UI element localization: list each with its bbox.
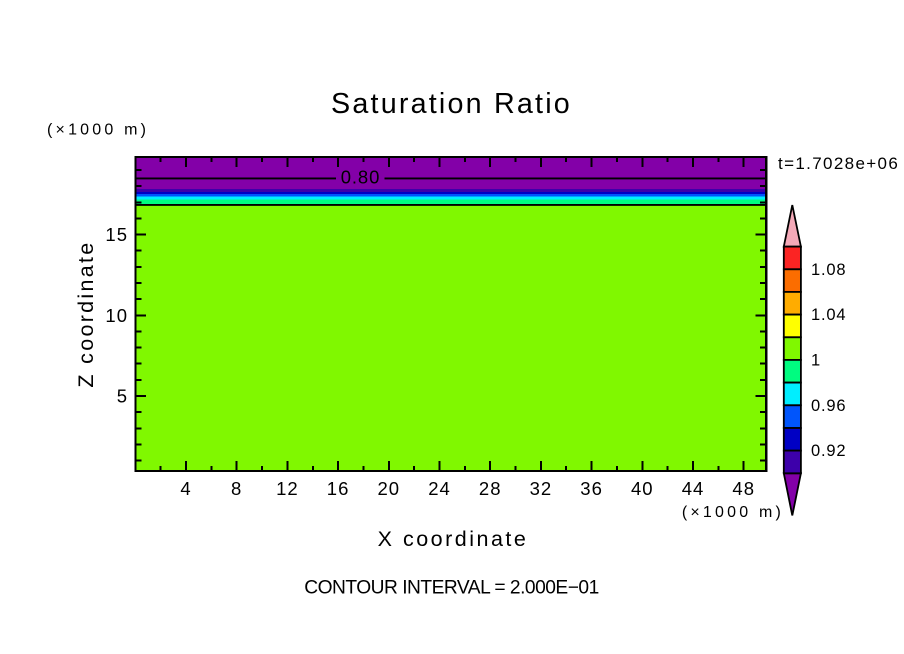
svg-text:15: 15	[105, 224, 128, 245]
svg-text:8: 8	[231, 478, 242, 499]
svg-text:44: 44	[682, 478, 705, 499]
svg-text:0.92: 0.92	[811, 442, 846, 460]
svg-text:X coordinate: X coordinate	[378, 527, 529, 551]
svg-text:1.04: 1.04	[811, 306, 846, 324]
svg-text:Z coordinate: Z coordinate	[74, 240, 98, 387]
svg-text:5: 5	[117, 386, 128, 407]
svg-text:4: 4	[180, 478, 191, 499]
svg-text:40: 40	[631, 478, 654, 499]
svg-text:32: 32	[530, 478, 553, 499]
svg-text:0.96: 0.96	[811, 397, 846, 415]
svg-text:16: 16	[327, 478, 350, 499]
svg-text:48: 48	[732, 478, 755, 499]
svg-text:1: 1	[811, 352, 821, 370]
svg-text:Saturation Ratio: Saturation Ratio	[331, 88, 572, 120]
svg-text:(×1000 m): (×1000 m)	[47, 121, 149, 138]
svg-text:(×1000 m): (×1000 m)	[682, 504, 784, 521]
svg-text:36: 36	[580, 478, 603, 499]
svg-text:CONTOUR INTERVAL = 2.000E−01: CONTOUR INTERVAL = 2.000E−01	[304, 578, 599, 599]
svg-text:0.80: 0.80	[341, 166, 381, 187]
svg-text:20: 20	[378, 478, 401, 499]
svg-text:t=1.7028e+06: t=1.7028e+06	[778, 154, 899, 173]
svg-text:28: 28	[479, 478, 502, 499]
svg-text:12: 12	[276, 478, 299, 499]
svg-text:24: 24	[428, 478, 451, 499]
svg-text:10: 10	[105, 305, 128, 326]
svg-text:1.08: 1.08	[811, 261, 846, 279]
